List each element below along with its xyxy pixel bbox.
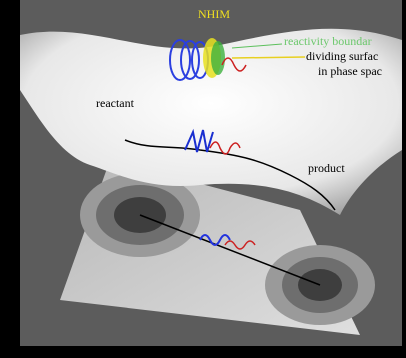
product-label: product xyxy=(308,161,345,175)
illustration: NHIM reactivity boundar dividing surfac … xyxy=(0,0,406,358)
phase-space-label: in phase spac xyxy=(318,64,382,78)
surface-label: dividing surfac xyxy=(306,49,378,63)
boundary-label: reactivity boundar xyxy=(284,34,372,48)
page: NHIM reactivity boundar dividing surfac … xyxy=(0,0,406,358)
nhim-label: NHIM xyxy=(198,7,230,21)
surface-pointer xyxy=(232,57,305,58)
reactant-label: reactant xyxy=(96,96,135,110)
